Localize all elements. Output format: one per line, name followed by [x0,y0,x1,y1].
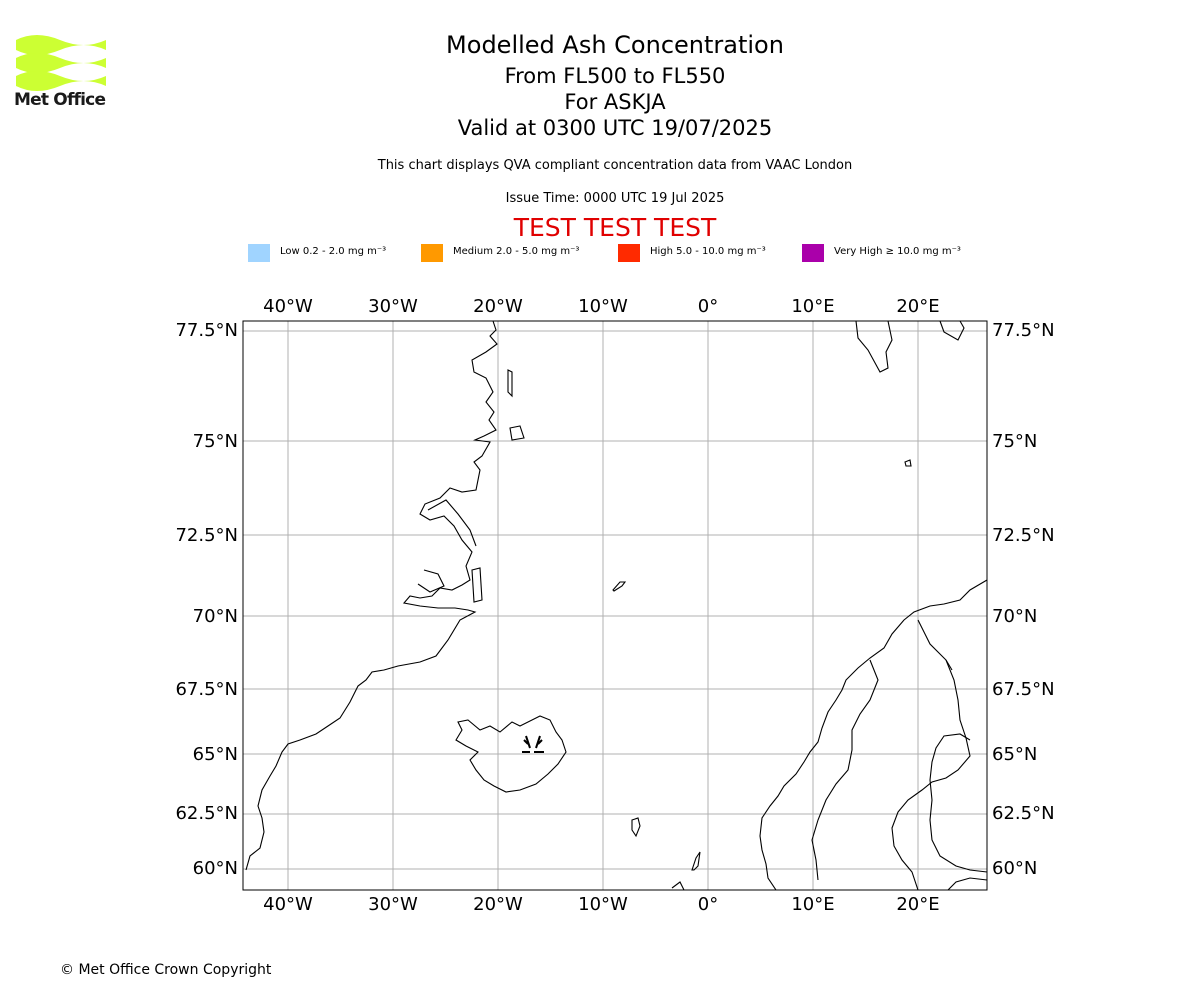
top-lon-labels: 40°W 30°W 20°W 10°W 0° 10°E 20°E [263,296,939,317]
lon-label-top: 20°W [473,296,523,317]
orkney-scotland [671,881,685,891]
lon-label-top: 20°E [896,296,939,317]
lon-label-top: 0° [698,296,718,317]
legend-label-medium: Medium 2.0 - 5.0 mg m⁻³ [453,246,580,257]
lon-label-top: 40°W [263,296,313,317]
lat-label-left: 60°N [193,858,238,879]
subtitle: This chart displays QVA compliant concen… [377,158,853,173]
svalbard [855,320,893,373]
issue-time: Issue Time: 0000 UTC 19 Jul 2025 [505,191,725,206]
valid-time: Valid at 0300 UTC 19/07/2025 [457,116,773,140]
lon-label-bottom: 20°E [896,894,939,915]
faroe-islands [631,817,641,838]
legend-swatch-low [248,244,270,262]
lat-label-left: 65°N [193,744,238,765]
left-lat-labels: 77.5°N 75°N 72.5°N 70°N 67.5°N 65°N 62.5… [175,320,238,879]
gulf-of-bothnia [945,659,953,671]
chart-title: Modelled Ash Concentration [446,31,784,59]
legend-swatch-very-high [802,244,824,262]
greenland-islet-2 [509,425,525,441]
lat-label-right: 72.5°N [992,525,1055,546]
shetland [691,851,701,871]
test-banner: TEST TEST TEST [513,213,717,242]
lat-label-right: 65°N [992,744,1037,765]
bear-island [904,459,912,467]
bottom-lon-labels: 40°W 30°W 20°W 10°W 0° 10°E 20°E [263,894,939,915]
lon-label-top: 10°E [791,296,834,317]
svalbard-east [939,320,965,341]
graticule [243,321,987,890]
lon-label-bottom: 30°W [368,894,418,915]
lat-label-left: 67.5°N [175,679,238,700]
sweden-finland-border [891,619,971,891]
lat-label-right: 60°N [992,858,1037,879]
norway-inland [811,659,879,881]
lat-label-left: 70°N [193,606,238,627]
right-lat-labels: 77.5°N 75°N 72.5°N 70°N 67.5°N 65°N 62.5… [992,320,1055,879]
lon-label-bottom: 10°E [791,894,834,915]
flight-level-range: From FL500 to FL550 [504,64,726,88]
legend-swatch-high [618,244,640,262]
met-office-logo [16,35,106,91]
map-frame [242,320,988,891]
lat-label-right: 75°N [992,431,1037,452]
lat-label-right: 62.5°N [992,803,1055,824]
lon-label-top: 30°W [368,296,418,317]
volcano-icon [522,735,544,753]
baltic-coast [929,733,988,873]
iceland [455,715,567,793]
lon-label-bottom: 20°W [473,894,523,915]
legend-label-low: Low 0.2 - 2.0 mg m⁻³ [280,246,387,257]
norway-coast [759,579,988,891]
lon-label-bottom: 10°W [578,894,628,915]
greenland-fjord [427,499,477,547]
lat-label-right: 67.5°N [992,679,1055,700]
lon-label-bottom: 0° [698,894,718,915]
lat-label-left: 75°N [193,431,238,452]
finland-south [947,877,988,891]
lat-label-left: 72.5°N [175,525,238,546]
coastlines [245,320,988,891]
lat-label-left: 62.5°N [175,803,238,824]
jan-mayen [612,581,627,592]
lon-label-bottom: 40°W [263,894,313,915]
greenland-islet [507,369,513,398]
legend-swatch-medium [421,244,443,262]
greenland-inlet [417,569,445,593]
lat-label-left: 77.5°N [175,320,238,341]
lat-label-right: 70°N [992,606,1037,627]
legend-label-high: High 5.0 - 10.0 mg m⁻³ [650,246,766,257]
volcano-name: For ASKJA [564,90,666,114]
copyright: © Met Office Crown Copyright [60,962,272,978]
logo-text: Met Office [14,90,106,110]
lon-label-top: 10°W [578,296,628,317]
lat-label-right: 77.5°N [992,320,1055,341]
legend-label-very-high: Very High ≥ 10.0 mg m⁻³ [834,246,961,257]
greenland-inner-lake [471,567,483,603]
